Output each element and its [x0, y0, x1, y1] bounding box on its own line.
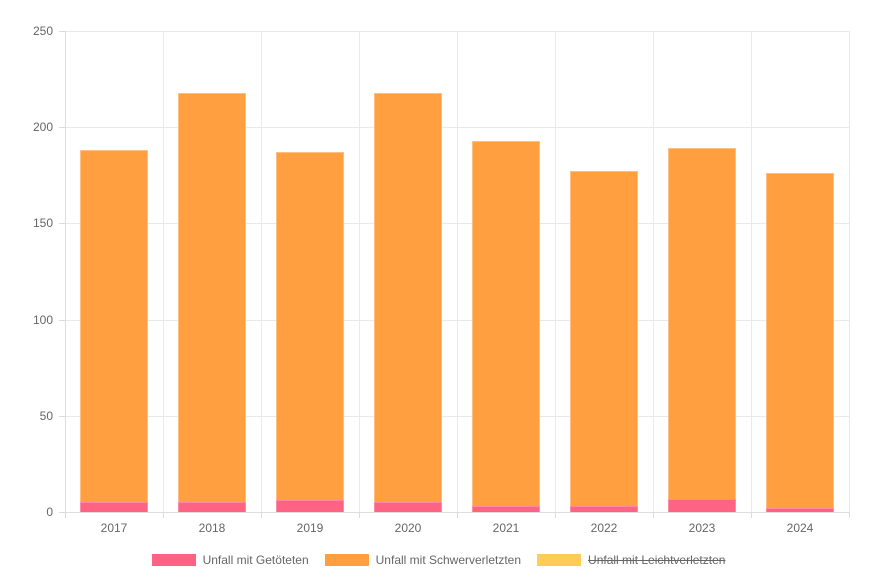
- bar-segment-2020-unfall-mit-getöteten[interactable]: [374, 502, 442, 512]
- legend-swatch-icon: [537, 554, 582, 566]
- x-axis-tick-4: [457, 512, 458, 518]
- gridline-x-0: [65, 31, 66, 512]
- x-axis-tick-2: [261, 512, 262, 518]
- x-axis-label-2020: 2020: [394, 521, 422, 535]
- bar-segment-2021-unfall-mit-schwerverletzten[interactable]: [472, 140, 540, 507]
- legend-swatch-icon: [324, 554, 369, 566]
- y-axis-tick-150: [59, 223, 65, 225]
- y-axis-label-250: 250: [32, 24, 53, 38]
- gridline-x-2: [261, 31, 262, 512]
- x-axis-tick-0: [65, 512, 66, 518]
- x-axis-tick-7: [751, 512, 752, 518]
- bar-segment-2019-unfall-mit-schwerverletzten[interactable]: [276, 152, 344, 501]
- y-axis-label-100: 100: [32, 312, 53, 327]
- y-axis-label-0: 0: [46, 505, 53, 519]
- bar-segment-2020-unfall-mit-schwerverletzten[interactable]: [374, 92, 442, 503]
- y-axis-label-150: 150: [32, 216, 53, 231]
- gridline-x-4: [457, 31, 458, 512]
- bar-segment-2017-unfall-mit-getöteten[interactable]: [80, 502, 148, 512]
- bar-segment-2022-unfall-mit-schwerverletzten[interactable]: [570, 171, 638, 507]
- gridline-x-7: [751, 31, 752, 512]
- bar-segment-2023-unfall-mit-getöteten[interactable]: [668, 498, 736, 512]
- x-axis-label-2023: 2023: [688, 521, 716, 535]
- gridline-x-6: [653, 31, 654, 512]
- y-axis-tick-50: [59, 415, 65, 417]
- y-axis-tick-200: [59, 127, 65, 129]
- bar-segment-2018-unfall-mit-schwerverletzten[interactable]: [178, 92, 246, 503]
- x-axis-tick-1: [163, 512, 164, 518]
- y-axis-label-50: 50: [39, 408, 53, 423]
- x-axis-label-2019: 2019: [296, 521, 324, 535]
- x-axis-label-2018: 2018: [198, 521, 226, 535]
- x-axis-tick-3: [359, 512, 360, 518]
- y-axis-tick-250: [59, 31, 65, 32]
- legend-label: Unfall mit Getöteten: [202, 553, 309, 567]
- legend-label: Unfall mit Schwerverletzten: [375, 553, 522, 567]
- bar-segment-2022-unfall-mit-getöteten[interactable]: [570, 506, 638, 512]
- bar-segment-2021-unfall-mit-getöteten[interactable]: [472, 506, 540, 512]
- legend-item-unfall-mit-schwerverletzten[interactable]: Unfall mit Schwerverletzten: [324, 553, 522, 567]
- plot-area: [65, 31, 850, 513]
- y-axis-tick-100: [59, 319, 65, 321]
- x-axis-tick-5: [555, 512, 556, 518]
- legend-swatch-icon: [151, 554, 196, 566]
- gridline-x-8: [849, 31, 850, 512]
- x-axis-label-2024: 2024: [786, 521, 814, 535]
- bar-segment-2017-unfall-mit-schwerverletzten[interactable]: [80, 150, 148, 503]
- x-axis-tick-6: [653, 512, 654, 518]
- gridline-x-1: [163, 31, 164, 512]
- x-axis-label-2017: 2017: [100, 521, 128, 535]
- x-axis-label-2021: 2021: [492, 521, 520, 535]
- x-axis-tick-8: [849, 512, 850, 518]
- bar-segment-2024-unfall-mit-schwerverletzten[interactable]: [766, 173, 834, 509]
- legend-label: Unfall mit Leichtverletzten: [588, 553, 726, 567]
- legend: Unfall mit Getöteten Unfall mit Schwerver…: [0, 553, 877, 567]
- legend-item-unfall-mit-getöteten[interactable]: Unfall mit Getöteten: [151, 553, 309, 567]
- legend-item-unfall-mit-leichtverletzten[interactable]: Unfall mit Leichtverletzten: [537, 553, 725, 567]
- gridline-x-3: [359, 31, 360, 512]
- bar-segment-2019-unfall-mit-getöteten[interactable]: [276, 500, 344, 512]
- bar-segment-2023-unfall-mit-schwerverletzten[interactable]: [668, 148, 736, 499]
- y-axis-label-200: 200: [32, 120, 53, 135]
- y-axis-tick-0: [59, 512, 65, 513]
- bar-segment-2018-unfall-mit-getöteten[interactable]: [178, 502, 246, 512]
- x-axis-label-2022: 2022: [590, 521, 618, 535]
- bar-segment-2024-unfall-mit-getöteten[interactable]: [766, 508, 834, 512]
- gridline-x-5: [555, 31, 556, 512]
